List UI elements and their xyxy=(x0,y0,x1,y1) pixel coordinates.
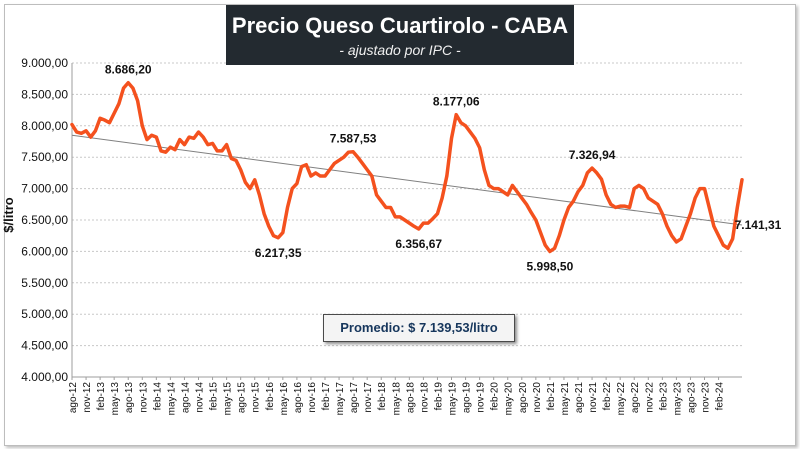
x-tick-label-12: ago-15 xyxy=(237,382,248,414)
data-label-2: 7.587,53 xyxy=(330,132,377,146)
x-tick-label-9: nov-14 xyxy=(195,382,206,413)
y-tick-label-5: 6.500,00 xyxy=(21,213,68,227)
data-labels: 8.686,20 6.217,35 7.587,53 6.356,67 8.177,06… xyxy=(105,63,782,274)
x-tick-label-36: ago-21 xyxy=(574,382,585,414)
x-tick-label-21: nov-17 xyxy=(363,382,374,413)
x-tick-label-3: may-13 xyxy=(110,382,121,416)
x-tick-label-15: may-16 xyxy=(279,382,290,416)
y-tick-label-10: 9.000,00 xyxy=(21,56,68,70)
data-label-0: 8.686,20 xyxy=(105,63,152,77)
x-tick-label-6: feb-14 xyxy=(152,382,163,411)
x-tick-label-41: nov-22 xyxy=(644,382,655,413)
x-tick-label-46: feb-24 xyxy=(715,382,726,411)
data-label-6: 7.326,94 xyxy=(569,148,616,162)
x-tick-label-27: may-19 xyxy=(448,382,459,416)
x-tick-label-35: may-21 xyxy=(560,382,571,416)
x-tick-label-30: feb-20 xyxy=(490,382,501,411)
y-tick-label-6: 7.000,00 xyxy=(21,182,68,196)
trend-line xyxy=(71,134,743,226)
x-tick-label-2: feb-13 xyxy=(96,382,107,411)
x-tick-label-1: nov-12 xyxy=(82,382,93,413)
x-tick-label-44: ago-23 xyxy=(686,382,697,414)
x-tick-label-16: ago-16 xyxy=(293,382,304,414)
x-tick-label-25: nov-18 xyxy=(419,382,430,413)
data-label-1: 6.217,35 xyxy=(255,246,302,260)
x-tick-label-34: feb-21 xyxy=(546,382,557,411)
x-tick-label-24: ago-18 xyxy=(405,382,416,414)
y-tick-label-1: 4.500,00 xyxy=(21,339,68,353)
chart-title: Precio Queso Cuartirolo - CABA xyxy=(231,13,569,38)
chart-title-box: Precio Queso Cuartirolo - CABA - ajustad… xyxy=(226,5,574,65)
y-tick-label-9: 8.500,00 xyxy=(21,87,68,101)
data-label-5: 5.998,50 xyxy=(527,259,574,273)
x-tick-label-14: feb-16 xyxy=(265,382,276,411)
x-tick-label-43: may-23 xyxy=(672,382,683,416)
y-tick-label-0: 4.000,00 xyxy=(21,370,68,384)
x-tick-label-31: may-20 xyxy=(504,382,515,416)
x-axis: ago-12 nov-12 feb-13 may-13 ago-13 nov-13 feb-… xyxy=(68,376,742,416)
x-tick-label-26: feb-19 xyxy=(433,382,444,411)
x-tick-label-32: ago-20 xyxy=(518,382,529,414)
chart-frame xyxy=(4,4,796,446)
x-tick-label-33: nov-20 xyxy=(532,382,543,413)
x-tick-label-23: may-18 xyxy=(391,382,402,416)
x-tick-label-22: feb-18 xyxy=(377,382,388,411)
x-tick-label-39: may-22 xyxy=(616,382,627,416)
y-tick-label-8: 8.000,00 xyxy=(21,119,68,133)
x-tick-label-29: nov-19 xyxy=(476,382,487,413)
series-line xyxy=(70,80,744,254)
x-tick-label-7: may-14 xyxy=(166,382,177,416)
data-label-4: 8.177,06 xyxy=(433,95,480,109)
data-label-7: 7.141,31 xyxy=(735,218,782,232)
y-tick-label-4: 6.000,00 xyxy=(21,244,68,258)
x-tick-label-40: ago-22 xyxy=(630,382,641,414)
x-tick-label-8: ago-14 xyxy=(180,382,191,414)
x-tick-label-13: nov-15 xyxy=(251,382,262,413)
x-tick-label-28: ago-19 xyxy=(462,382,473,414)
y-axis: 4.000,00 4.500,00 5.000,00 5.500,00 6.000,00… xyxy=(21,56,73,384)
x-tick-label-19: may-17 xyxy=(335,382,346,416)
x-tick-label-38: feb-22 xyxy=(602,382,613,411)
x-tick-label-5: nov-13 xyxy=(138,382,149,413)
x-tick-label-0: ago-12 xyxy=(68,382,79,414)
chart-subtitle: - ajustado por IPC - xyxy=(339,42,461,58)
x-tick-label-17: nov-16 xyxy=(307,382,318,413)
x-tick-label-4: ago-13 xyxy=(124,382,135,414)
y-tick-label-7: 7.500,00 xyxy=(21,150,68,164)
y-axis-label: $/litro xyxy=(1,197,16,232)
x-tick-label-10: feb-15 xyxy=(209,382,220,411)
x-tick-label-18: feb-17 xyxy=(321,382,332,411)
y-tick-label-3: 5.500,00 xyxy=(21,276,68,290)
data-label-3: 6.356,67 xyxy=(395,237,442,251)
x-tick-label-42: feb-23 xyxy=(658,382,669,411)
average-annotation: Promedio: $ 7.139,53/litro xyxy=(323,314,515,342)
x-tick-label-20: ago-17 xyxy=(349,382,360,414)
x-tick-label-11: may-15 xyxy=(223,382,234,416)
x-tick-label-37: nov-21 xyxy=(588,382,599,413)
y-tick-label-2: 5.000,00 xyxy=(21,307,68,321)
x-tick-label-45: nov-23 xyxy=(701,382,712,413)
